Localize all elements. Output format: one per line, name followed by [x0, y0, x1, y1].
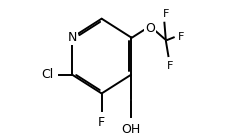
Text: OH: OH [121, 123, 140, 136]
Text: F: F [166, 61, 172, 71]
Text: F: F [177, 32, 183, 42]
Text: F: F [98, 116, 105, 129]
Text: O: O [144, 22, 154, 34]
Text: N: N [67, 31, 77, 44]
Text: Cl: Cl [41, 68, 53, 81]
Text: F: F [162, 9, 168, 19]
